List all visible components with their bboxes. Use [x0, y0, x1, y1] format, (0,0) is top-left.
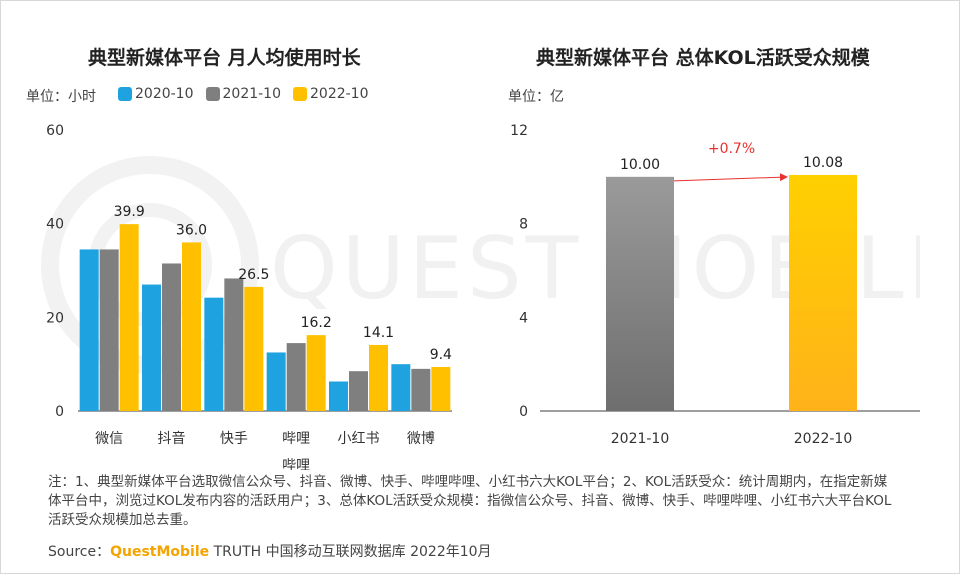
legend-label: 2021-10 [222, 86, 282, 102]
bar [606, 176, 674, 411]
right-chart: 0 4 8 12 10.00 2021-10 10.08 2022-10 +0.7% [510, 123, 920, 447]
bar-value-label: 36.0 [176, 222, 207, 238]
x-tick-label: 2021-10 [611, 431, 670, 447]
bar [349, 371, 368, 411]
y-tick-label: 40 [46, 217, 64, 233]
legend-swatch [118, 87, 132, 101]
left-chart-title: 典型新媒体平台 月人均使用时长 [88, 47, 361, 69]
y-tick-label: 20 [46, 310, 64, 326]
bar-value-label: 26.5 [238, 267, 269, 283]
bar [329, 381, 348, 411]
x-tick-label: 微信 [95, 431, 123, 447]
growth-label: +0.7% [708, 141, 755, 157]
bar [142, 284, 161, 411]
bar [411, 368, 431, 411]
y-tick-label: 12 [510, 123, 528, 139]
right-chart-unit: 单位：亿 [508, 89, 564, 105]
y-tick-label: 0 [55, 404, 64, 420]
bar [286, 343, 306, 411]
bar-value-label: 39.9 [114, 204, 145, 220]
left-chart: 020406039.9微信36.0抖音26.5快手16.2哔哩哔哩14.1小红书… [46, 123, 452, 470]
x-tick-label: 快手 [220, 431, 248, 447]
bar [789, 174, 857, 411]
source-brand: QuestMobile [110, 544, 210, 560]
growth-arrow [673, 173, 788, 182]
bar [204, 297, 224, 411]
x-tick-label: 哔哩 [282, 431, 310, 447]
legend-item: 2020-10 [118, 86, 194, 102]
x-tick-label: 小红书 [338, 431, 380, 447]
legend-label: 2020-10 [135, 86, 194, 102]
x-tick-label: 抖音 [158, 430, 186, 447]
source-suffix: TRUTH 中国移动互联网数据库 2022年10月 [209, 544, 492, 560]
bar-value-label: 14.1 [363, 325, 394, 341]
legend-item: 2021-10 [205, 86, 282, 102]
bar [244, 286, 264, 411]
x-tick-label: 微博 [407, 430, 435, 447]
legend-swatch [293, 87, 307, 101]
x-tick-label: 2022-10 [794, 431, 853, 447]
source-line: Source：QuestMobile TRUTH 中国移动互联网数据库 2022… [48, 541, 492, 561]
legend-item: 2022-10 [293, 86, 369, 102]
bar [119, 224, 139, 411]
y-tick-label: 60 [46, 123, 64, 139]
bar-value-label: 16.2 [301, 315, 332, 331]
legend-label: 2022-10 [310, 86, 369, 102]
right-chart-title: 典型新媒体平台 总体KOL活跃受众规模 [536, 47, 870, 69]
bar-value-label: 10.08 [803, 155, 843, 171]
y-tick-label: 0 [519, 404, 528, 420]
footnotes: 注：1、典型新媒体平台选取微信公众号、抖音、微博、快手、哔哩哔哩、小红书六大KO… [48, 474, 892, 528]
bar [431, 366, 451, 411]
legend-swatch [205, 87, 220, 101]
bar [79, 249, 99, 411]
bar [182, 242, 201, 411]
left-chart-legend: 2020-10 2021-10 2022-10 [118, 86, 381, 102]
y-tick-label: 8 [519, 217, 528, 233]
left-chart-unit: 单位：小时 [26, 89, 96, 105]
bar [224, 278, 244, 411]
x-tick-label-line2: 哔哩 [282, 458, 310, 470]
source-prefix: Source： [48, 544, 111, 560]
bar-value-label: 10.00 [620, 157, 660, 173]
bar [162, 263, 181, 411]
bar [266, 352, 286, 411]
bar [99, 249, 119, 411]
y-tick-label: 4 [519, 310, 528, 326]
bar-value-label: 9.4 [430, 347, 452, 363]
bar [306, 335, 326, 411]
bar [369, 344, 388, 411]
bar [391, 364, 411, 411]
